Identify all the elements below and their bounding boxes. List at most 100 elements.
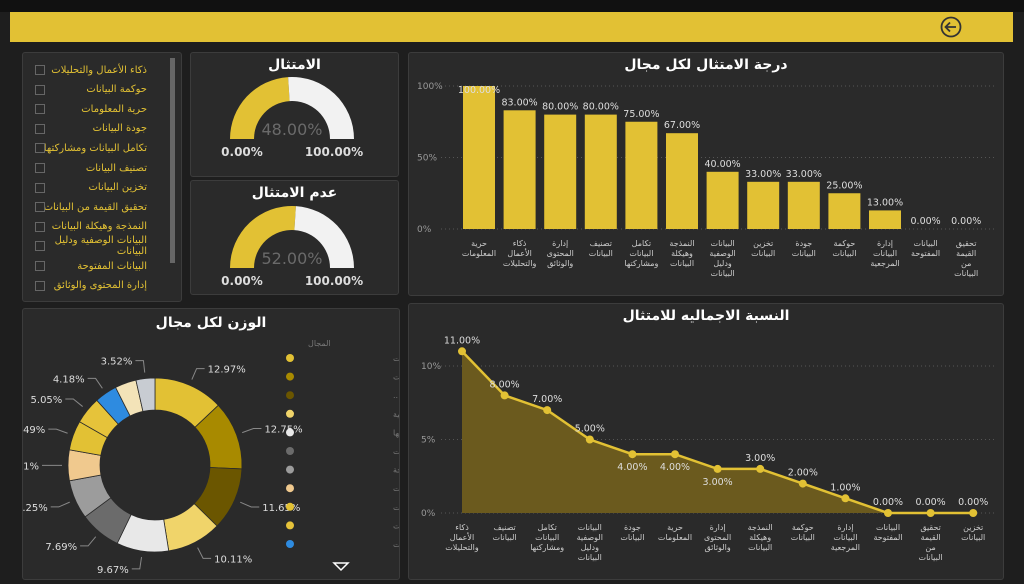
slicer-item-label: النمذجة وهيكلة البيانات	[51, 221, 147, 233]
data-label: 80.00%	[542, 102, 578, 113]
checkbox[interactable]	[35, 280, 45, 291]
data-point	[884, 509, 892, 517]
category-label: ذكاء الأعمال والتحليلات	[445, 523, 479, 552]
slice-label: 10.11%	[214, 554, 252, 565]
slicer-item[interactable]: تصنيف البيانات	[33, 159, 147, 177]
bar	[584, 114, 617, 229]
donut-chart: 12.97% 12.75% 11.65% 10.11% 9.67% 7.69% 7.25% 5…	[23, 339, 399, 576]
slice-label: 9.67%	[97, 565, 129, 576]
category-label: إدارة المحتوى والوثائق	[704, 523, 731, 552]
legend-marker	[286, 428, 294, 437]
data-point	[585, 435, 594, 444]
legend-item: تصنيف البيانات	[393, 447, 399, 456]
leader-line	[65, 398, 83, 407]
arrow-left-circle-icon[interactable]	[940, 16, 962, 38]
checkbox[interactable]	[35, 104, 45, 115]
top-strip	[0, 0, 1024, 12]
bar	[747, 181, 780, 229]
slicer-item[interactable]: تكامل البيانات ومشاركتها	[33, 139, 147, 157]
data-point	[841, 494, 850, 503]
leader-line	[131, 556, 143, 570]
gauge-remainder	[294, 206, 354, 268]
slice-label: 5.71%	[23, 461, 39, 472]
legend-item: البيانات المفتوحة	[393, 466, 399, 475]
leader-line	[240, 501, 260, 508]
bar	[869, 210, 901, 229]
slicer-item[interactable]: حوكمة البيانات	[33, 81, 147, 99]
category-label: إدارة المحتوى والوثائق	[547, 239, 574, 268]
category-label: البيانات الوصفية ودليل البيانات	[709, 239, 735, 278]
bar	[463, 86, 495, 229]
checkbox[interactable]	[35, 261, 45, 271]
slicer-item[interactable]: ذكاء الأعمال والتحليلات	[33, 61, 147, 79]
gauge-value: 52.00%	[261, 249, 322, 268]
checkbox[interactable]	[35, 143, 45, 154]
slicer-item[interactable]: حرية المعلومات	[33, 100, 147, 118]
legend-marker	[286, 354, 294, 362]
slicer-scrollbar[interactable]	[170, 58, 175, 263]
data-point	[756, 464, 765, 473]
checkbox[interactable]	[35, 163, 45, 173]
slicer-item[interactable]: جودة البيانات	[33, 120, 147, 138]
gauge-fill	[230, 77, 290, 139]
leader-line	[135, 360, 146, 373]
category-label: البيانات المفتوحة	[911, 239, 940, 258]
gauge-min: 0.00%	[221, 145, 263, 159]
slice-label: 12.75%	[264, 424, 302, 435]
data-label: 33.00%	[745, 169, 781, 180]
slice-label: 3.52%	[101, 357, 133, 368]
data-point	[926, 509, 935, 517]
slicer-item[interactable]: النمذجة وهيكلة البيانات	[33, 218, 147, 236]
checkbox[interactable]	[35, 182, 45, 193]
category-label: تكامل البيانات ومشاركتها	[530, 523, 564, 552]
slicer-item[interactable]: تخزين البيانات	[33, 179, 147, 197]
data-label: 3.00%	[745, 453, 775, 464]
category-label: تصنيف البيانات	[493, 523, 517, 542]
leader-line	[48, 428, 68, 434]
slice-label: 7.25%	[23, 503, 48, 514]
bar	[544, 114, 577, 229]
category-label: حرية المعلومات	[658, 523, 692, 542]
checkbox[interactable]	[35, 123, 45, 134]
data-label: 0.00%	[911, 216, 941, 227]
checkbox[interactable]	[35, 241, 45, 252]
data-label: 33.00%	[786, 169, 822, 180]
slice-label: 5.49%	[23, 425, 45, 436]
category-label: البيانات المفتوحة	[873, 523, 902, 542]
slicer-item[interactable]: إدارة المحتوى والوثائق	[33, 277, 147, 295]
data-label: 75.00%	[623, 109, 659, 120]
slicer-item-label: حوكمة البيانات	[86, 84, 147, 96]
data-label: 40.00%	[704, 159, 740, 170]
noncompliance-gauge: 52.00% 0.00% 100.00%	[221, 205, 363, 288]
data-point	[969, 509, 978, 517]
legend-marker	[286, 502, 294, 511]
slicer-item[interactable]: البيانات المفتوحة	[33, 257, 147, 275]
category-label: حرية المعلومات	[462, 239, 496, 258]
data-label: 80.00%	[583, 102, 619, 113]
legend-marker	[286, 372, 294, 381]
checkbox[interactable]	[35, 65, 45, 75]
checkbox[interactable]	[35, 221, 45, 232]
legend-marker	[286, 447, 294, 455]
gauge-max: 100.00%	[305, 274, 363, 288]
slicer-item[interactable]: البيانات الوصفية ودليل البيانات	[33, 235, 147, 257]
checkbox[interactable]	[35, 202, 45, 213]
data-point	[671, 450, 679, 459]
legend-item: تكامل البيانات ومشاركتها	[393, 428, 399, 437]
data-point	[713, 464, 722, 473]
slicer-item-label: تخزين البيانات	[88, 182, 147, 194]
category-label: ذكاء الأعمال والتحليلات	[503, 239, 537, 268]
leader-line	[80, 536, 97, 547]
slice-label: 7.69%	[45, 542, 77, 553]
data-label: 2.00%	[788, 468, 818, 479]
data-point	[798, 479, 807, 488]
category-label: جودة البيانات	[620, 523, 644, 542]
checkbox[interactable]	[35, 84, 45, 95]
data-label: 8.00%	[490, 379, 520, 390]
category-label: تكامل البيانات ومشاركتها	[624, 239, 658, 268]
slicer-item[interactable]: تحقيق القيمة من البيانات	[33, 198, 147, 216]
chevron-down-icon	[332, 562, 350, 572]
legend-item: تحقيق القيمة من البيانات	[393, 540, 399, 549]
data-label: 67.00%	[664, 120, 700, 131]
data-label: 25.00%	[826, 180, 862, 191]
